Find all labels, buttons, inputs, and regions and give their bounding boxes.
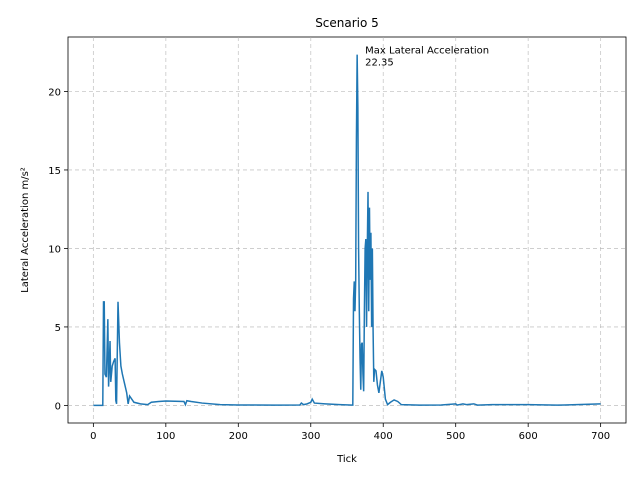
annotation-value: 22.35 bbox=[365, 58, 394, 69]
y-axis-label: Lateral Acceleration m/s² bbox=[20, 167, 31, 293]
y-tick-label: 20 bbox=[48, 87, 61, 98]
plot-frame bbox=[67, 36, 627, 424]
y-tick-label: 10 bbox=[48, 244, 61, 255]
x-tick-label: 600 bbox=[519, 431, 538, 442]
data-line bbox=[93, 54, 601, 407]
x-tick-label: 0 bbox=[90, 431, 96, 442]
y-tick-label: 15 bbox=[48, 166, 61, 177]
annotation-label: Max Lateral Acceleration bbox=[365, 46, 489, 57]
x-axis-label: Tick bbox=[336, 454, 357, 465]
x-tick-label: 200 bbox=[229, 431, 248, 442]
x-tick-label: 500 bbox=[446, 431, 465, 442]
y-tick-label: 0 bbox=[55, 401, 61, 412]
x-tick-label: 700 bbox=[591, 431, 610, 442]
chart-title: Scenario 5 bbox=[315, 16, 379, 30]
x-tick-label: 100 bbox=[156, 431, 175, 442]
x-tick-label: 300 bbox=[301, 431, 320, 442]
x-tick-label: 400 bbox=[374, 431, 393, 442]
y-tick-label: 5 bbox=[55, 323, 61, 334]
